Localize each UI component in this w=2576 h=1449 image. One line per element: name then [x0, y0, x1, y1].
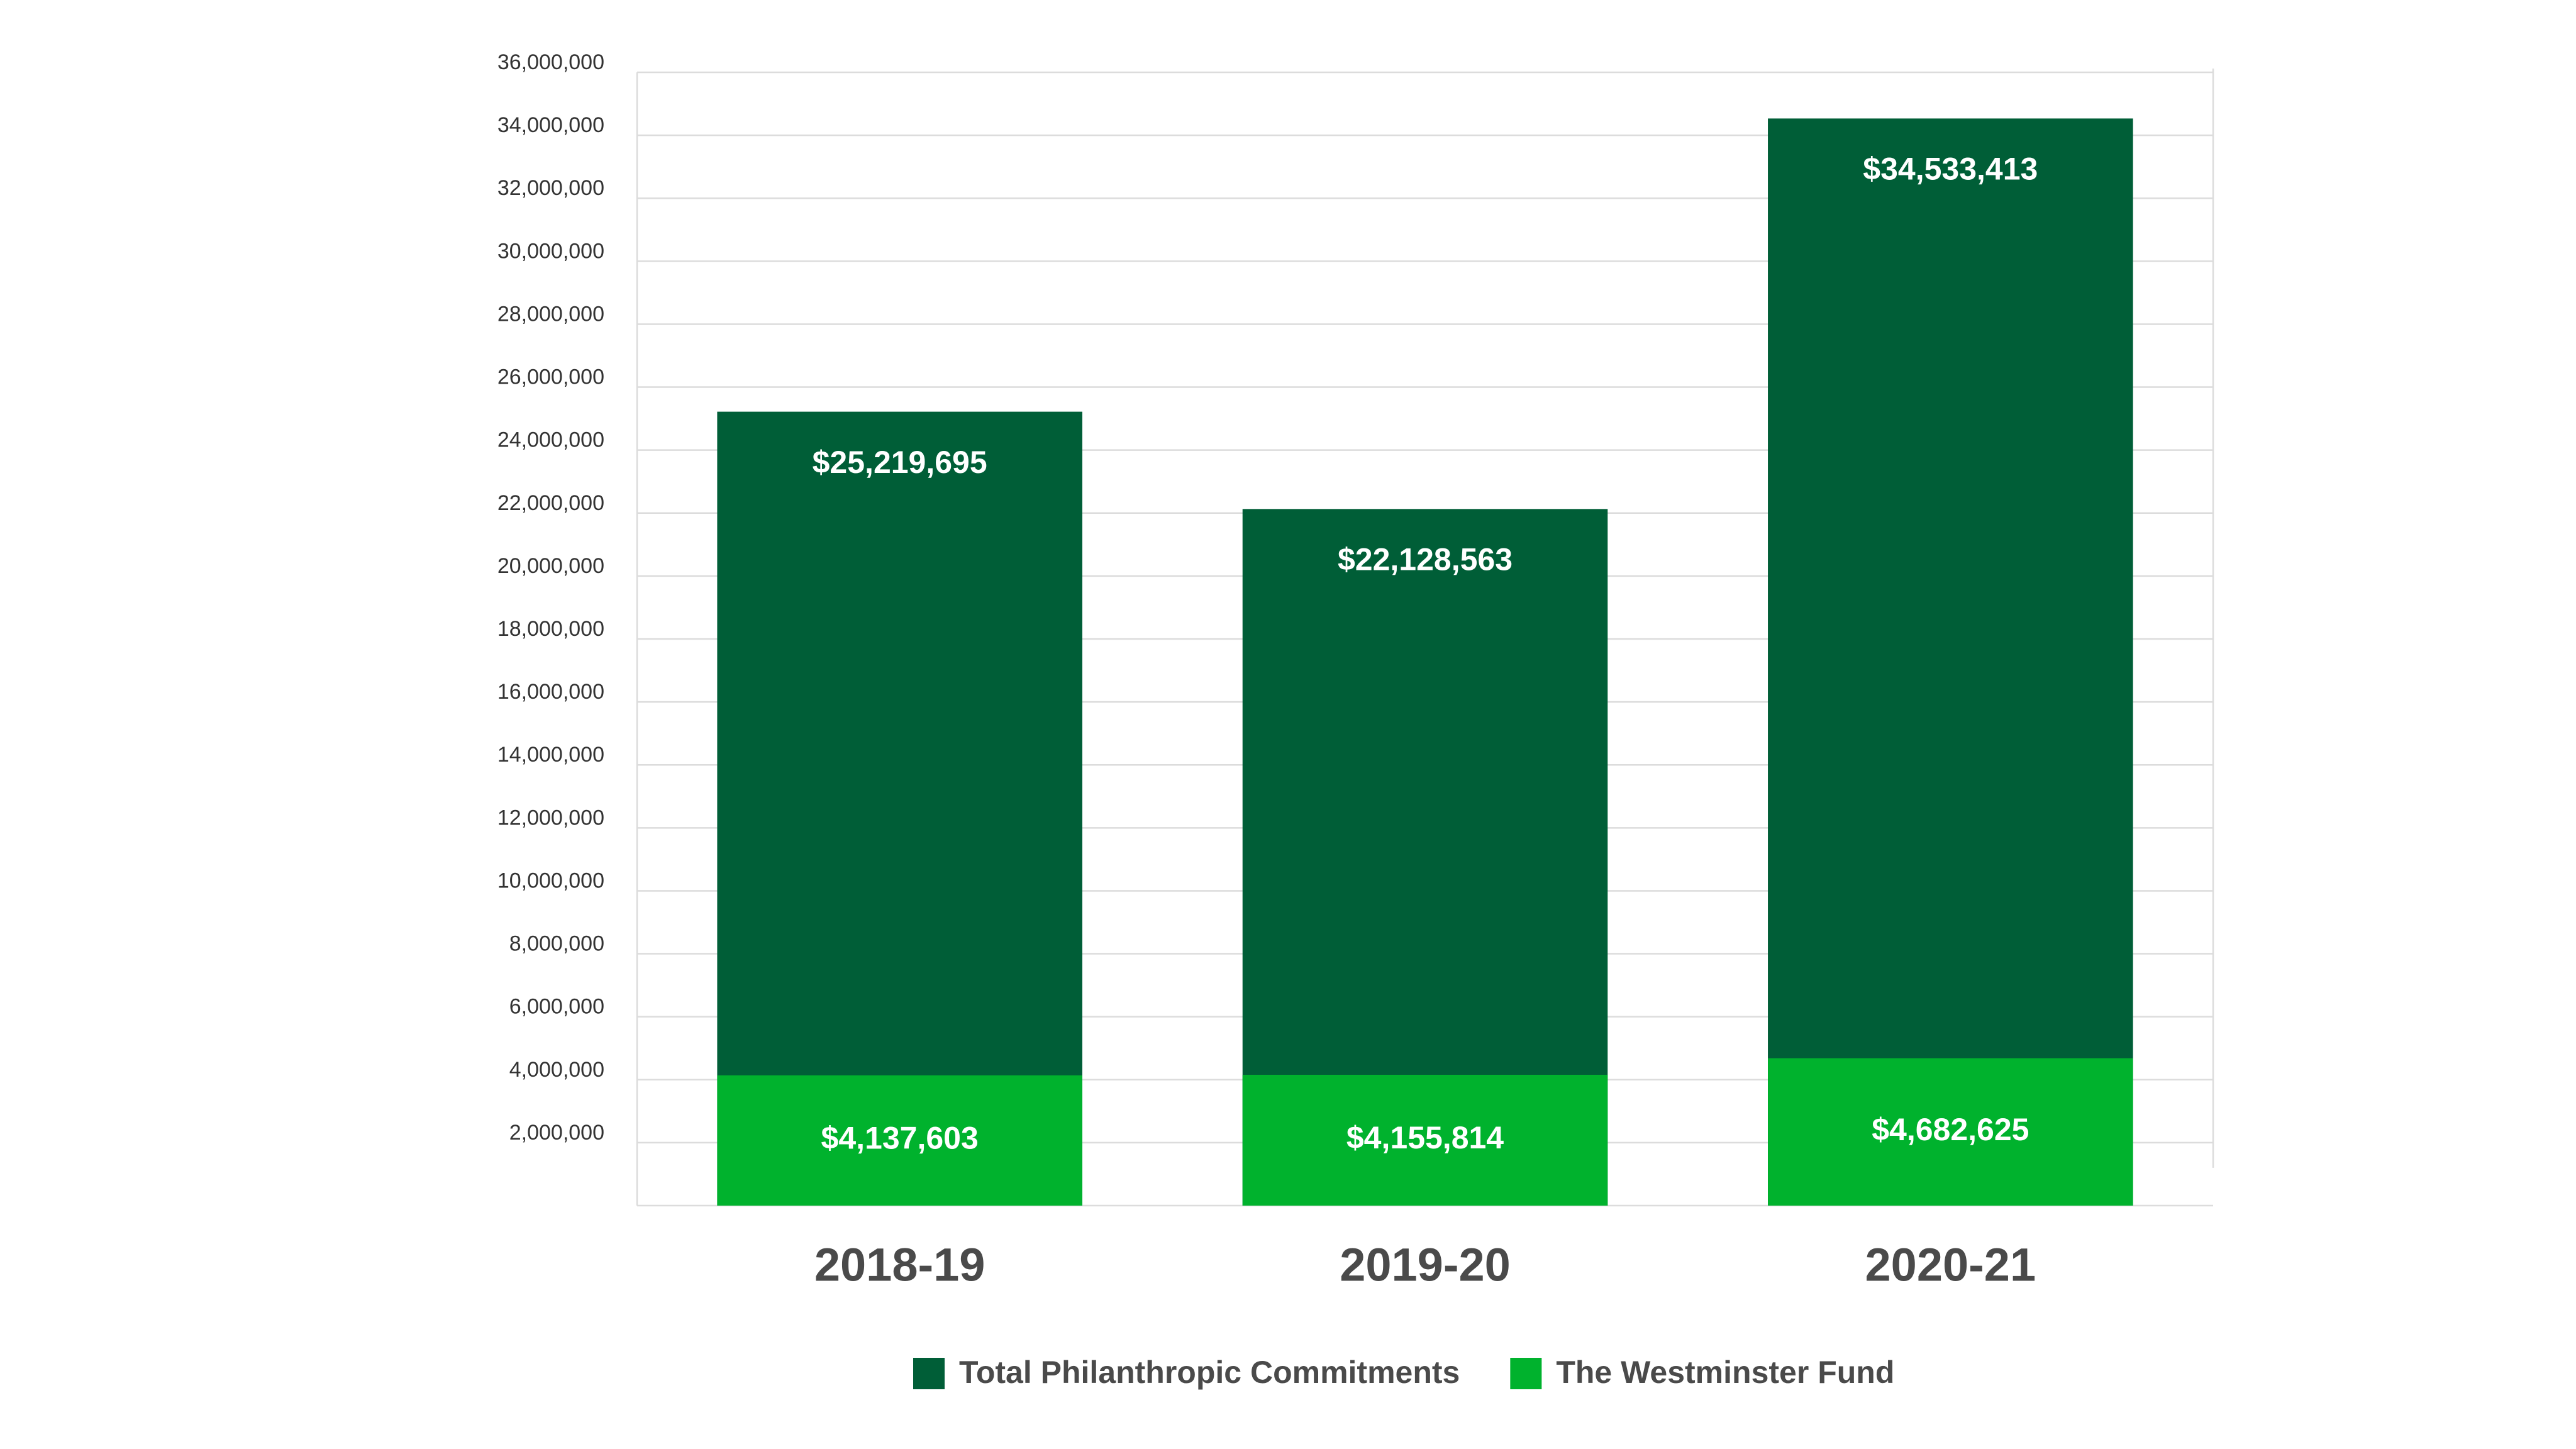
value-label: $4,682,625 [1872, 1112, 2029, 1147]
y-tick-label: 12,000,000 [497, 806, 604, 830]
y-tick-label: 6,000,000 [509, 995, 604, 1019]
bar [717, 411, 1082, 1206]
y-tick-label: 22,000,000 [497, 491, 604, 515]
y-tick-label: 30,000,000 [497, 239, 604, 263]
y-tick-label: 2,000,000 [509, 1121, 604, 1145]
legend-label: Total Philanthropic Commitments [959, 1355, 1460, 1390]
y-tick-label: 20,000,000 [497, 554, 604, 578]
y-tick-label: 4,000,000 [509, 1058, 604, 1082]
value-label: $4,155,814 [1346, 1120, 1504, 1155]
y-tick-label: 14,000,000 [497, 743, 604, 767]
value-label: $4,137,603 [821, 1121, 979, 1156]
x-tick-label: 2018-19 [814, 1239, 985, 1291]
y-tick-label: 26,000,000 [497, 365, 604, 389]
x-tick-label: 2020-21 [1865, 1239, 2036, 1291]
value-label: $25,219,695 [813, 445, 987, 480]
value-label: $22,128,563 [1338, 542, 1513, 577]
bar [1768, 118, 2133, 1206]
x-tick-label: 2019-20 [1340, 1239, 1511, 1291]
y-tick-label: 28,000,000 [497, 302, 604, 326]
legend-label: The Westminster Fund [1556, 1355, 1894, 1390]
y-tick-label: 32,000,000 [497, 176, 604, 200]
legend-swatch [1510, 1358, 1542, 1389]
y-tick-label: 36,000,000 [497, 50, 604, 74]
y-tick-label: 8,000,000 [509, 932, 604, 956]
y-tick-label: 34,000,000 [497, 113, 604, 137]
legend-swatch [913, 1358, 945, 1389]
bar [1768, 1058, 2133, 1206]
y-tick-label: 16,000,000 [497, 680, 604, 704]
y-tick-label: 10,000,000 [497, 869, 604, 892]
value-label: $34,533,413 [1863, 152, 2038, 187]
bar [717, 1075, 1082, 1206]
y-tick-label: 24,000,000 [497, 428, 604, 452]
bar [1242, 1074, 1608, 1206]
y-tick-label: 18,000,000 [497, 617, 604, 641]
